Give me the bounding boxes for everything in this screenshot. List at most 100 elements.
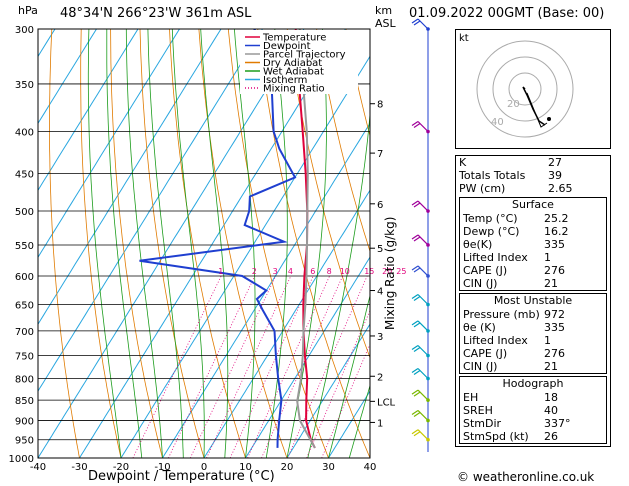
most-unstable-value: 276	[544, 347, 565, 360]
most-unstable-row: Lifted Index 1	[460, 334, 606, 347]
height-tick-label: 8	[377, 100, 383, 111]
temperature-tick-label: 0	[201, 462, 207, 470]
isobars	[38, 29, 370, 458]
profile-lines	[139, 29, 316, 449]
most-unstable-row: CAPE (J) 276	[460, 347, 606, 360]
storm-motion	[526, 92, 548, 128]
most-unstable-value: 1	[544, 334, 551, 347]
hodograph-value: 337°	[544, 417, 571, 430]
wind-barb-point	[426, 243, 430, 247]
pressure-tick-label: 900	[15, 417, 34, 428]
wind-barb-point	[426, 353, 430, 358]
hodograph-label: EH	[463, 391, 479, 404]
most-unstable-label: θe (K)	[463, 321, 496, 334]
k-index-row: K 27	[459, 156, 562, 169]
pressure-tick-label: 750	[15, 352, 34, 363]
wind-barb	[411, 429, 429, 441]
plot-frame	[37, 28, 371, 459]
pressure-tick-label: 950	[15, 436, 34, 447]
most-unstable-label: CIN (J)	[463, 360, 498, 373]
hodograph-row: SREH 40	[460, 404, 606, 417]
most-unstable-row: θe (K) 335	[460, 321, 606, 334]
temperature-tick-label: 40	[364, 462, 377, 470]
dry-adiabat	[434, 29, 455, 458]
surface-label: Temp (°C)	[463, 212, 518, 225]
legend-label: Dry Adiabat	[263, 58, 322, 69]
mixing-ratio-label: 10	[340, 267, 350, 276]
hodograph-box: Hodograph EH 18 SREH 40 StmDir 337° StmSpd (kt…	[459, 376, 607, 444]
isotherm	[0, 29, 14, 458]
surface-label: CAPE (J)	[463, 264, 508, 277]
temperature-tick-label: -40	[30, 462, 46, 470]
dewpoint-line	[139, 29, 297, 448]
pressure-tick-label: 650	[15, 301, 34, 312]
temperature-tick-label: 20	[281, 462, 294, 470]
legend-label: Dewpoint	[263, 41, 311, 52]
height-tick-label: 2	[377, 372, 383, 383]
height-tick-label: LCL	[377, 397, 396, 408]
wind-barb	[411, 294, 429, 305]
most-unstable-label: Pressure (mb)	[463, 308, 540, 321]
temperature-tick-label: -20	[113, 462, 129, 470]
index-panel: K 27 Totals Totals 39 PW (cm) 2.65 Surface …	[455, 155, 611, 447]
hodograph-ring-inner	[508, 72, 542, 106]
mixing-ratio-label: 1	[218, 267, 223, 276]
hodograph-value: 26	[544, 430, 558, 443]
surface-label: Lifted Index	[463, 251, 528, 264]
hodograph: kt 20 40	[455, 29, 611, 149]
legend-label: Mixing Ratio	[263, 84, 325, 95]
pressure-tick-label: 350	[15, 80, 34, 91]
wind-barb-point	[426, 329, 430, 333]
pressure-tick-label: 550	[15, 241, 34, 252]
wind-barbs	[411, 18, 430, 452]
wind-barb-point	[426, 209, 430, 213]
hodograph-ring-middle	[492, 56, 558, 122]
wind-barb	[411, 18, 429, 30]
storm-point	[547, 117, 551, 121]
surface-row: θe(K) 335	[460, 238, 606, 251]
wind-barb	[411, 200, 429, 212]
temperature-tick-label: -30	[71, 462, 87, 470]
mixing-ratio-label: 4	[288, 267, 293, 276]
surface-title: Surface	[512, 198, 554, 211]
mixing-ratio-label: 3	[273, 267, 278, 276]
pressure-ticks: 300 350 400 450 500 550 600 650 700 750 800 850 900 9…	[9, 25, 34, 465]
hodograph-value: 40	[544, 404, 558, 417]
hodograph-ring-outer	[476, 40, 574, 138]
surface-label: CIN (J)	[463, 277, 498, 290]
wind-barb	[411, 389, 429, 401]
surface-value: 1	[544, 251, 551, 264]
pressure-tick-label: 1000	[9, 454, 34, 465]
surface-value: 276	[544, 264, 565, 277]
height-tick-label: 5	[377, 244, 383, 255]
wind-barb-point	[426, 129, 430, 134]
temperature-tick-label: 30	[322, 462, 335, 470]
hodograph-frame	[455, 29, 611, 149]
temperature-line	[294, 29, 316, 449]
hodograph-unit: kt	[459, 33, 469, 44]
hodograph-row: StmDir 337°	[460, 417, 606, 430]
forecast-date: 01.09.2022 00GMT (Base: 00)	[409, 6, 605, 21]
height-tick-label: 3	[377, 332, 383, 343]
wind-barb	[411, 409, 429, 421]
mixing-ratio-label: 20	[382, 267, 392, 276]
wind-barb-point	[426, 274, 430, 278]
surface-row: Lifted Index 1	[460, 251, 606, 264]
isotherm	[38, 29, 139, 192]
station-coordinates: 48°34'N 266°23'W 361m ASL	[60, 6, 252, 21]
temperature-tick-label: 10	[239, 462, 252, 470]
hodograph-label: SREH	[463, 404, 493, 417]
hodograph-row: EH 18	[460, 391, 606, 404]
height-tick-label: 6	[377, 200, 383, 211]
mixing-ratio-label: 2	[252, 267, 257, 276]
most-unstable-row: Pressure (mb) 972	[460, 308, 606, 321]
surface-row: CIN (J) 21	[460, 277, 606, 290]
pressure-tick-label: 800	[15, 375, 34, 386]
height-ticks: 8 7 6 5 4 3 2 LCL 1	[370, 100, 396, 429]
legend-label: Temperature	[262, 33, 326, 44]
surface-value: 25.2	[544, 212, 569, 225]
isotherm	[328, 390, 370, 458]
wind-barb	[411, 320, 429, 332]
height-tick-label: 1	[377, 418, 383, 429]
